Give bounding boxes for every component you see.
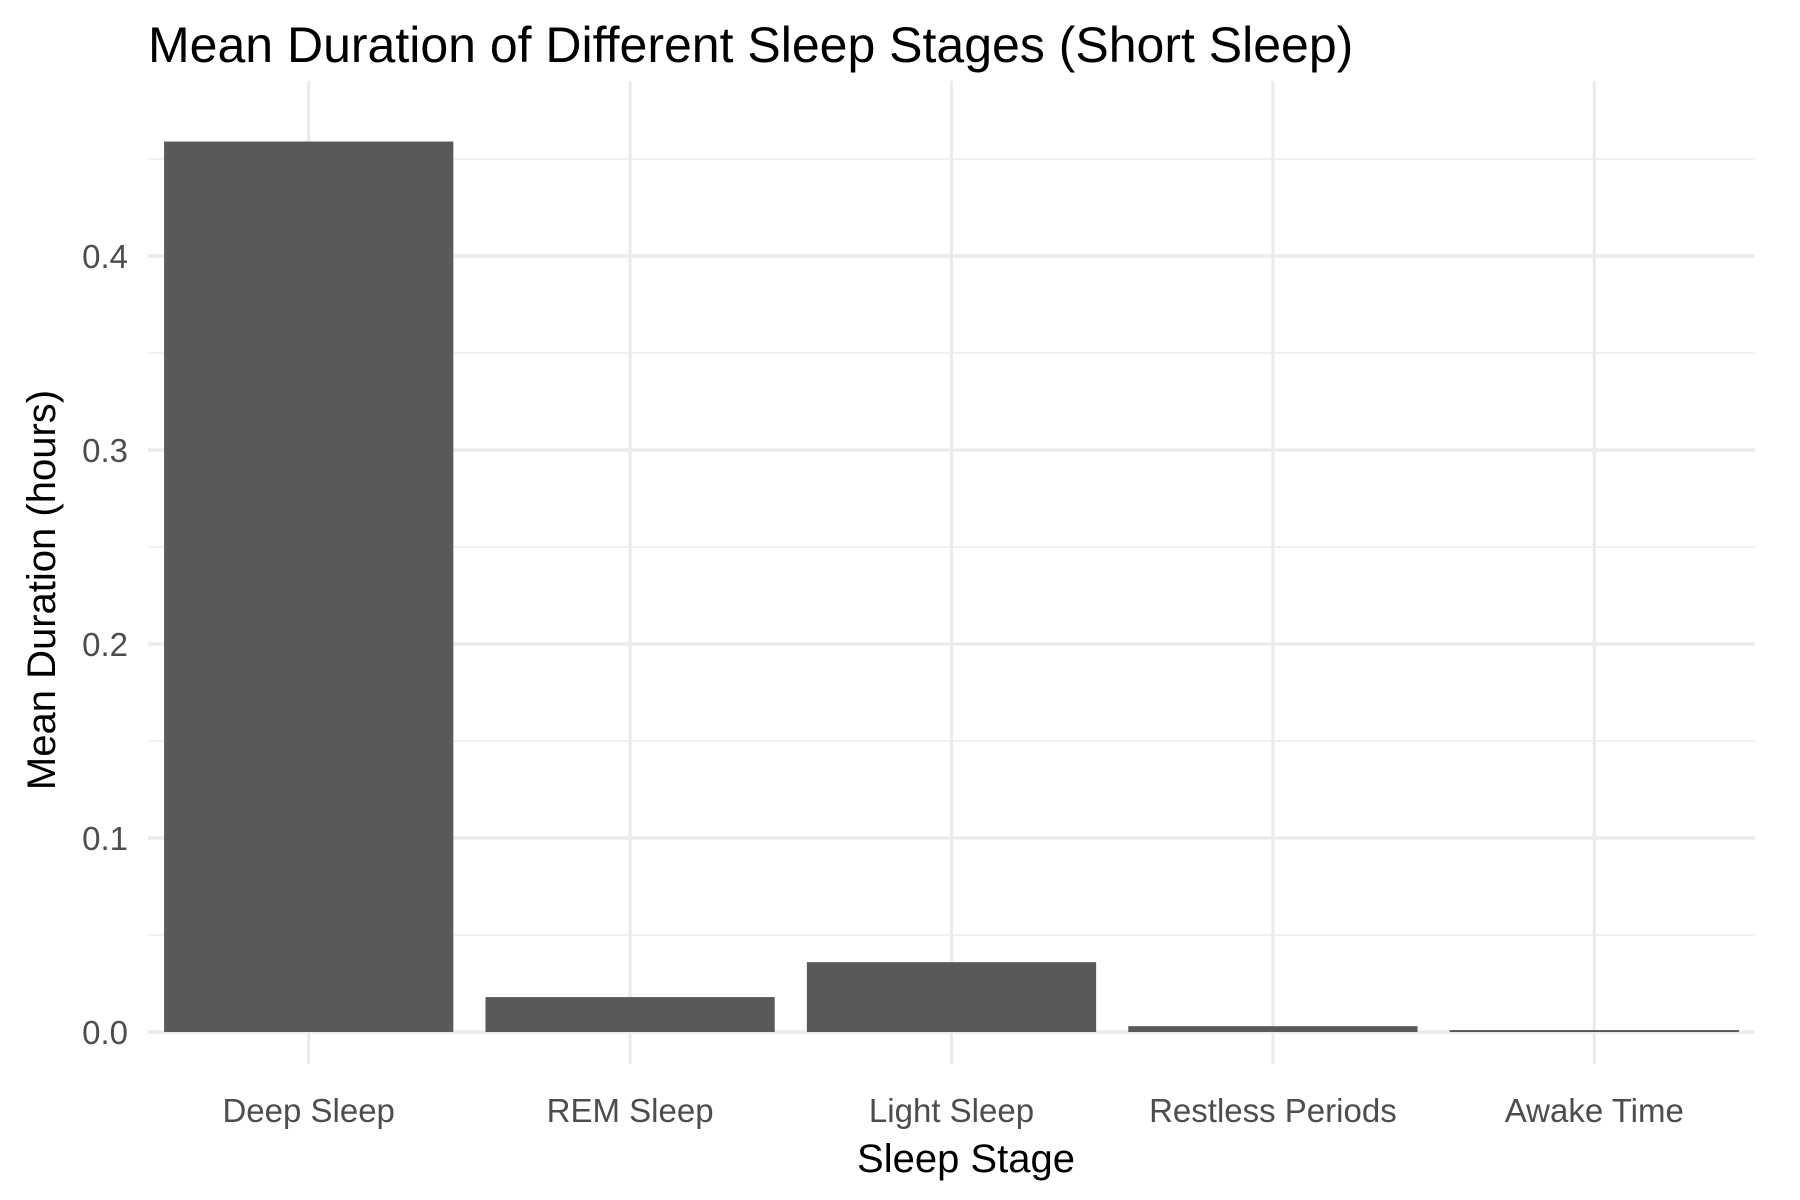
bar — [1449, 1030, 1739, 1032]
bar — [164, 141, 454, 1033]
bar — [806, 962, 1097, 1032]
chart-title: Mean Duration of Different Sleep Stages … — [148, 17, 1353, 73]
bar — [1128, 1026, 1418, 1032]
bar — [485, 997, 775, 1032]
y-tick-label: 0.4 — [82, 238, 128, 275]
y-tick-label: 0.0 — [82, 1014, 128, 1051]
bars — [164, 141, 1739, 1033]
y-axis-title: Mean Duration (hours) — [20, 390, 64, 790]
y-tick-label: 0.3 — [82, 432, 128, 469]
x-axis-title: Sleep Stage — [857, 1137, 1075, 1181]
x-tick-label: Awake Time — [1505, 1092, 1684, 1129]
x-tick-label: REM Sleep — [547, 1092, 714, 1129]
x-tick-label: Light Sleep — [869, 1092, 1034, 1129]
y-tick-label: 0.2 — [82, 626, 128, 663]
x-axis-tick-labels: Deep Sleep REM Sleep Light Sleep Restless P… — [222, 1092, 1683, 1129]
y-tick-label: 0.1 — [82, 820, 128, 857]
x-tick-label: Deep Sleep — [222, 1092, 394, 1129]
x-tick-label: Restless Periods — [1149, 1092, 1397, 1129]
y-axis-tick-labels: 0.0 0.1 0.2 0.3 0.4 — [82, 238, 128, 1051]
